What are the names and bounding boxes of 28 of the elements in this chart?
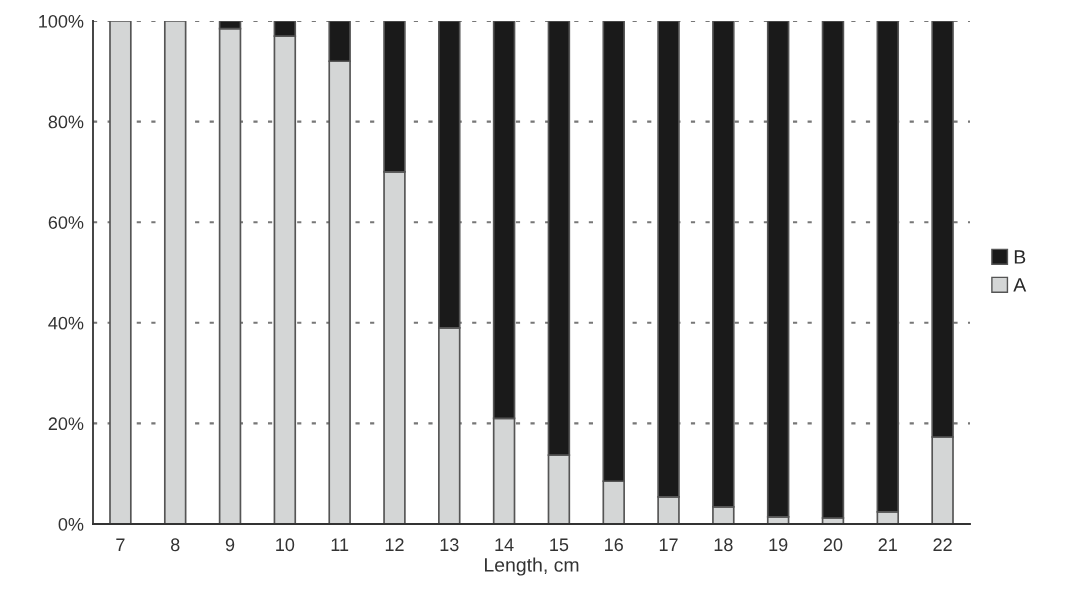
y-tick-label: 40% <box>48 316 84 330</box>
y-tick-label: 80% <box>48 115 84 129</box>
x-tick-label: 7 <box>116 538 125 551</box>
x-tick-label: 9 <box>225 538 235 552</box>
y-tick-label: 20% <box>48 417 84 431</box>
bar <box>821 21 845 519</box>
bar <box>163 21 187 524</box>
x-tick-label: 19 <box>769 538 788 552</box>
x-tick-label: 16 <box>605 538 623 552</box>
x-axis-title: Length, cm <box>485 557 579 576</box>
x-tick-label: 15 <box>550 538 569 552</box>
x-tick-label: 22 <box>933 538 952 551</box>
legend-label: B <box>1014 250 1026 264</box>
x-tick-label: 17 <box>659 538 678 551</box>
y-tick-label: 0% <box>58 517 84 531</box>
x-tick-label: 14 <box>495 538 514 551</box>
x-tick-label: 11 <box>331 538 349 551</box>
bar <box>109 21 132 524</box>
x-tick-label: 20 <box>823 538 843 552</box>
legend-label: A <box>1013 278 1027 292</box>
x-tick-label: 12 <box>385 538 404 551</box>
x-tick-label: 8 <box>170 538 180 552</box>
x-tick-label: 10 <box>276 538 295 552</box>
x-tick-label: 18 <box>714 538 733 552</box>
x-tick-label: 13 <box>440 538 459 552</box>
y-tick-label: 60% <box>48 216 84 229</box>
x-tick-label: 21 <box>878 538 897 551</box>
y-tick-label: 100% <box>39 14 84 28</box>
